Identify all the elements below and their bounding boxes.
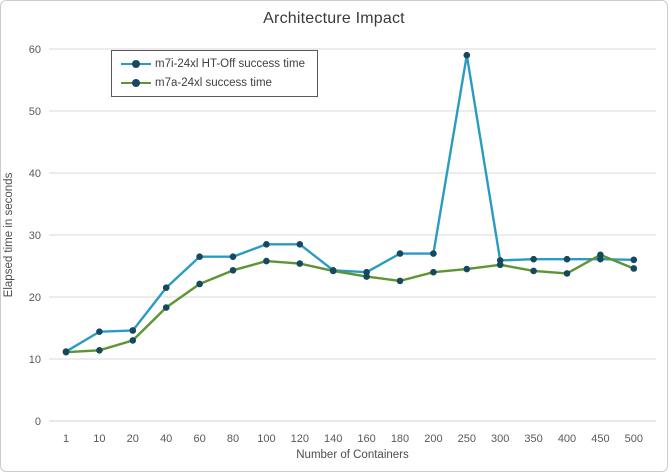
x-tick-label: 500 (625, 433, 643, 445)
x-tick-label: 100 (257, 433, 275, 445)
legend: m7i-24xl HT-Off success time m7a-24xl su… (111, 50, 318, 97)
x-tick-label: 120 (291, 433, 309, 445)
data-point-marker (396, 277, 404, 285)
data-point-marker (563, 255, 571, 263)
data-point-marker (363, 273, 370, 280)
y-tick-label: 40 (29, 168, 41, 180)
data-point-marker (196, 253, 203, 260)
series-line (64, 253, 635, 354)
x-tick-label: 180 (391, 433, 409, 445)
data-point-marker (496, 261, 504, 269)
data-point-marker (196, 280, 203, 288)
legend-label: m7i-24xl HT-Off success time (155, 58, 305, 70)
data-point-marker (463, 51, 471, 59)
data-point-marker (229, 253, 237, 260)
x-tick-label: 10 (93, 433, 105, 445)
data-point-marker (430, 250, 437, 257)
data-point-marker (263, 241, 270, 248)
legend-marker-line-dot-icon (121, 79, 151, 88)
x-tick-label: 140 (324, 433, 342, 445)
x-tick-label: 250 (458, 433, 476, 445)
data-point-marker (263, 257, 270, 265)
data-point-marker (430, 268, 437, 276)
y-tick-label: 30 (29, 230, 41, 242)
data-point-marker (563, 270, 571, 277)
legend-item-m7i: m7i-24xl HT-Off success time (121, 58, 305, 70)
x-tick-label: 300 (491, 433, 509, 445)
series-line (64, 54, 635, 353)
x-tick-label: 40 (160, 433, 172, 445)
data-point-marker (530, 255, 537, 263)
x-tick-label: 350 (524, 433, 542, 445)
x-tick-label: 80 (227, 433, 239, 445)
data-point-marker (329, 267, 337, 275)
y-tick-label: 20 (29, 292, 41, 304)
chart-title: Architecture Impact (263, 10, 405, 27)
y-tick-label: 0 (35, 416, 41, 428)
x-tick-label: 450 (591, 433, 609, 445)
x-axis-title: Number of Containers (296, 449, 409, 461)
data-point-marker (463, 265, 471, 273)
x-tick-label: 160 (357, 433, 375, 445)
data-point-marker (62, 348, 70, 356)
data-point-marker (296, 241, 304, 248)
legend-label: m7a-24xl success time (155, 77, 272, 89)
x-tick-label: 1 (63, 433, 69, 445)
y-axis-title: Elapsed time in seconds (3, 172, 15, 298)
data-point-marker (229, 267, 237, 274)
x-tick-label: 60 (193, 433, 205, 445)
x-tick-label: 200 (424, 433, 442, 445)
x-tick-label: 400 (558, 433, 576, 445)
y-tick-label: 10 (29, 354, 41, 366)
y-tick-label: 60 (29, 44, 41, 56)
data-point-marker (162, 304, 170, 311)
legend-marker-line-dot-icon (121, 60, 151, 69)
data-point-marker (162, 284, 170, 292)
data-point-marker (530, 267, 537, 275)
data-point-marker (96, 328, 103, 336)
data-point-marker (597, 251, 604, 259)
data-point-marker (296, 260, 304, 267)
legend-item-m7a: m7a-24xl success time (121, 77, 305, 89)
y-tick-label: 50 (29, 106, 41, 118)
data-point-marker (630, 265, 638, 272)
data-point-marker (630, 256, 638, 264)
data-point-marker (129, 337, 137, 344)
data-point-marker (396, 250, 404, 257)
x-tick-label: 20 (127, 433, 139, 445)
data-point-marker (96, 347, 103, 354)
data-point-marker (129, 327, 137, 334)
